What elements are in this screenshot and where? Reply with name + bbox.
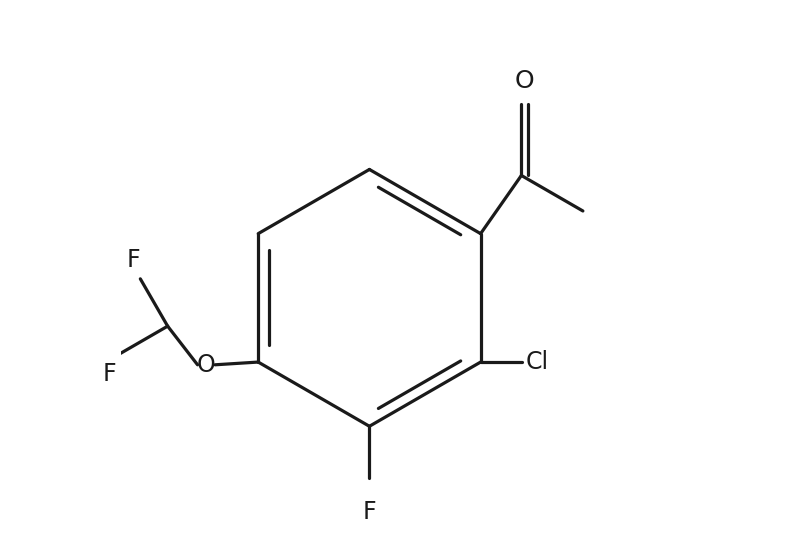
Text: F: F [127,248,140,272]
Text: O: O [197,353,216,377]
Text: F: F [102,362,116,386]
Text: O: O [515,70,535,93]
Text: Cl: Cl [526,350,549,374]
Text: F: F [362,500,376,524]
